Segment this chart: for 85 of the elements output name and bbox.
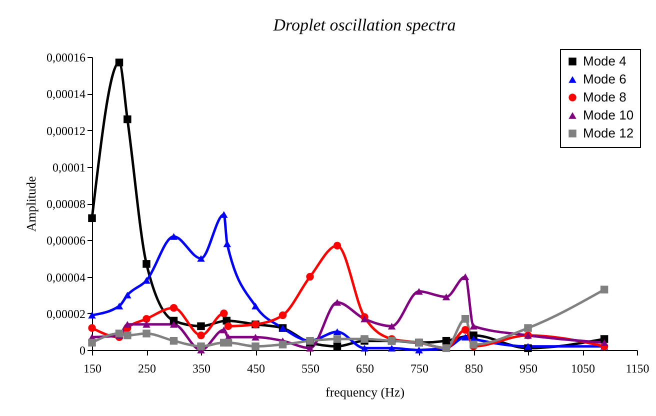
point [600, 286, 608, 294]
point [115, 302, 124, 310]
point [252, 334, 260, 341]
x-tick-label: 550 [302, 362, 320, 376]
legend-label: Mode 10 [583, 108, 634, 122]
point [470, 322, 478, 330]
legend-label: Mode 4 [583, 54, 626, 68]
point [220, 211, 228, 218]
legend-label: Mode 12 [583, 126, 634, 140]
x-tick-label: 850 [465, 362, 483, 376]
point [524, 324, 532, 332]
point [461, 314, 470, 323]
point [224, 322, 232, 330]
legend-label: Mode 6 [583, 72, 626, 86]
legend-label: Mode 8 [583, 90, 626, 104]
y-tick-label: 0,00016 [46, 50, 86, 64]
y-tick-label: 0,00008 [46, 197, 86, 211]
point [88, 214, 96, 222]
point [360, 344, 368, 352]
y-axis-title: Amplitude [24, 176, 38, 232]
chart-title: Droplet oscillation spectra [272, 16, 456, 34]
x-tick-label: 750 [410, 362, 428, 376]
point [142, 260, 150, 268]
point [142, 277, 150, 284]
point [333, 242, 342, 250]
point [224, 338, 232, 347]
point [461, 334, 470, 341]
point [124, 292, 132, 298]
point [170, 304, 178, 312]
point [252, 302, 260, 310]
x-tick-label: 1050 [571, 362, 595, 376]
point [461, 326, 470, 334]
point [115, 58, 124, 66]
point [278, 340, 287, 348]
point [197, 342, 205, 350]
y-tick-label: 0,00006 [46, 234, 86, 248]
point [124, 115, 132, 124]
y-tick-label: 0,00014 [46, 87, 86, 102]
point [197, 331, 205, 340]
point [115, 330, 124, 338]
point [124, 331, 132, 340]
y-tick-label: 0,0001 [52, 160, 86, 174]
x-tick-label: 650 [356, 362, 374, 376]
y-tick-label: 0,00002 [46, 306, 86, 321]
x-tick-label: 250 [138, 362, 156, 376]
point [170, 233, 178, 240]
point [306, 272, 314, 281]
y-tick-label: 0,00004 [46, 270, 86, 284]
point [252, 342, 260, 350]
point [197, 255, 205, 262]
point [388, 322, 396, 330]
point [333, 299, 342, 306]
point [442, 294, 450, 300]
point [142, 321, 150, 328]
x-tick-label: 150 [84, 362, 102, 376]
point [278, 311, 287, 320]
x-tick-label: 1150 [626, 362, 650, 376]
y-tick-label: 0,00012 [46, 124, 86, 138]
point [442, 336, 450, 345]
point [415, 346, 423, 354]
point [333, 328, 342, 336]
point [306, 344, 314, 352]
point [197, 322, 205, 330]
point [333, 335, 342, 343]
y-tick-label: 0 [80, 344, 86, 358]
point [88, 324, 96, 332]
x-axis-title: frequency (Hz) [325, 384, 405, 400]
point [142, 315, 150, 323]
point [220, 326, 228, 334]
point [461, 273, 470, 280]
point [524, 342, 532, 350]
point [88, 312, 96, 319]
x-tick-label: 450 [247, 362, 265, 376]
point [388, 344, 396, 352]
point [220, 310, 228, 318]
x-tick-label: 350 [192, 362, 210, 376]
point [88, 338, 96, 347]
point [170, 321, 178, 328]
point [415, 288, 423, 295]
point [170, 336, 178, 345]
point [142, 330, 150, 338]
x-tick-label: 950 [520, 362, 538, 376]
point [124, 321, 132, 328]
point [600, 339, 608, 346]
point [360, 316, 368, 322]
